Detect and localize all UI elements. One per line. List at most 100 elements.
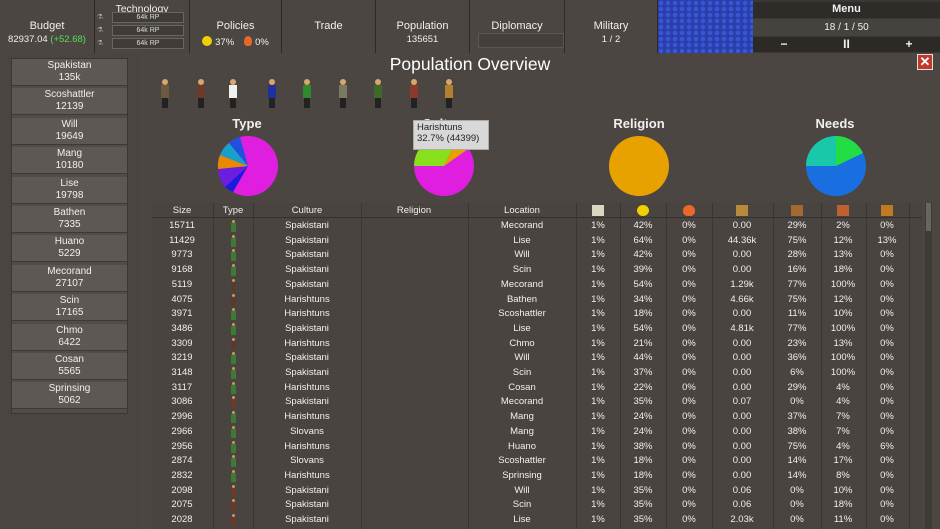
pop-type-figure[interactable] xyxy=(302,79,312,109)
table-row[interactable]: 3309 Harishtuns Chmo 1% 21% 0% 0.00 23% 13% 0% xyxy=(152,337,922,352)
luxury-icon[interactable] xyxy=(881,205,893,216)
sidebar-city-cosan[interactable]: Cosan 5565 xyxy=(12,353,127,380)
scrollbar-thumb[interactable] xyxy=(926,203,931,231)
table-cell: 12% xyxy=(833,293,853,305)
happiness-icon[interactable] xyxy=(637,205,649,216)
top-bar: Budget 82937.04 (+52.68) Technology ⚗ 64k… xyxy=(0,0,940,53)
city-name: Huano xyxy=(54,236,85,248)
sidebar-city-sprinsing[interactable]: Sprinsing 5062 xyxy=(12,382,127,410)
sidebar-city-lise[interactable]: Lise 19798 xyxy=(12,176,127,204)
sidebar-city-bathen[interactable]: Bathen 7335 xyxy=(12,206,127,233)
table-cell: 100% xyxy=(830,352,856,364)
table-row[interactable]: 4075 Harishtuns Bathen 1% 34% 0% 4.66k 75% 12% 0% xyxy=(152,293,922,308)
tech-progress: 64k RP xyxy=(112,38,184,49)
tech-row[interactable]: ⚗ 64k RP xyxy=(95,38,190,49)
table-row[interactable]: 2028 Spakistani Lise 1% 35% 0% 2.03k 0% 11% 0% xyxy=(152,513,922,528)
table-cell: 64% xyxy=(633,234,653,246)
budget-panel[interactable]: Budget 82937.04 (+52.68) xyxy=(0,0,95,53)
column-header-religion[interactable]: Religion xyxy=(396,205,432,216)
column-header-location[interactable]: Location xyxy=(504,205,540,216)
table-row[interactable]: 3971 Harishtuns Scoshattler 1% 18% 0% 0.00 11% 1… xyxy=(152,307,922,322)
table-cell: 37% xyxy=(633,367,653,378)
table-cell: 0% xyxy=(880,322,894,334)
type-pie-chart[interactable] xyxy=(217,135,279,197)
table-scrollbar[interactable] xyxy=(925,203,932,529)
column-header-culture[interactable]: Culture xyxy=(291,205,323,216)
table-row[interactable]: 11429 Spakistani Lise 1% 64% 0% 44.36k 75% 12% 13… xyxy=(152,234,922,249)
unrest-icon[interactable] xyxy=(683,205,695,216)
pop-type-figure[interactable] xyxy=(338,79,348,109)
table-row[interactable]: 9773 Spakistani Will 1% 42% 0% 0.00 28% 13% 0% xyxy=(152,248,922,263)
table-cell: Sprinsing xyxy=(502,469,542,481)
table-row[interactable]: 5119 Spakistani Mecorand 1% 54% 0% 1.29k 77% 100… xyxy=(152,278,922,293)
slower-button[interactable]: − xyxy=(753,37,815,52)
religion-pie-chart[interactable] xyxy=(608,135,670,197)
tech-row[interactable]: ⚗ 64k RP xyxy=(95,25,190,36)
literacy-icon[interactable] xyxy=(592,205,604,216)
minimap[interactable] xyxy=(658,0,753,53)
table-cell: 0% xyxy=(682,249,696,261)
population-panel[interactable]: Population 135651 xyxy=(376,0,470,53)
diplomacy-panel[interactable]: Diplomacy xyxy=(470,0,565,53)
table-cell: Spakistani xyxy=(285,484,329,496)
table-row[interactable]: 3219 Spakistani Will 1% 44% 0% 0.00 36% 100% 0% xyxy=(152,351,922,366)
table-cell: Spakistani xyxy=(285,499,329,511)
sidebar-city-mang[interactable]: Mang 10180 xyxy=(12,147,127,175)
pop-type-figure[interactable] xyxy=(409,79,419,109)
table-row[interactable]: 2098 Spakistani Will 1% 35% 0% 0.06 0% 10% 0% xyxy=(152,484,922,499)
sidebar-city-scin[interactable]: Scin 17165 xyxy=(12,294,127,322)
table-cell: 1% xyxy=(591,469,605,481)
close-button[interactable]: ✕ xyxy=(917,54,933,70)
city-population: 5565 xyxy=(58,366,81,377)
tools-icon[interactable] xyxy=(791,205,803,216)
column-header-size[interactable]: Size xyxy=(172,205,192,216)
table-row[interactable]: 9168 Spakistani Scin 1% 39% 0% 0.00 16% 18% 0% xyxy=(152,263,922,278)
table-row[interactable]: 2075 Spakistani Scin 1% 35% 0% 0.06 0% 18% 0% xyxy=(152,498,922,513)
table-cell: 100% xyxy=(830,278,856,290)
table-row[interactable]: 2996 Harishtuns Mang 1% 24% 0% 0.00 37% 7% 0% xyxy=(152,410,922,425)
technology-panel[interactable]: Technology ⚗ 64k RP ⚗ 64k RP ⚗ 64k RP xyxy=(95,0,190,53)
city-name: Will xyxy=(61,118,78,130)
table-cell: Spakistani xyxy=(285,514,329,525)
table-row[interactable]: 2956 Harishtuns Huano 1% 38% 0% 0.00 75% 4% 6% xyxy=(152,440,922,455)
table-cell: 10% xyxy=(833,484,853,496)
table-row[interactable]: 3486 Spakistani Lise 1% 54% 0% 4.81k 77% 100% 0% xyxy=(152,322,922,337)
table-row[interactable]: 3117 Harishtuns Cosan 1% 22% 0% 0.00 29% 4% 0% xyxy=(152,381,922,396)
type-slice xyxy=(220,143,248,166)
menu-button[interactable]: Menu xyxy=(753,2,940,18)
pop-type-figure[interactable] xyxy=(228,79,238,109)
pop-type-figure[interactable] xyxy=(373,79,383,109)
sidebar-city-scoshattler[interactable]: Scoshattler 12139 xyxy=(12,88,127,116)
pop-type-figure[interactable] xyxy=(444,79,454,109)
table-cell: Spakistani xyxy=(285,278,329,290)
table-row[interactable]: 3086 Spakistani Mecorand 1% 35% 0% 0.07 0% 4% 0% xyxy=(152,395,922,410)
pop-type-figure[interactable] xyxy=(160,79,170,109)
wealth-icon[interactable] xyxy=(736,205,748,216)
policies-panel[interactable]: Policies 37% 0% xyxy=(190,0,282,53)
needs-pie-chart[interactable] xyxy=(805,135,867,197)
sidebar-city-mecorand[interactable]: Mecorand 27107 xyxy=(12,264,127,292)
sidebar-city-will[interactable]: Will 19649 xyxy=(12,117,127,145)
table-row[interactable]: 2832 Harishtuns Sprinsing 1% 18% 0% 0.00 14% 8% 0… xyxy=(152,469,922,484)
budget-label: Budget xyxy=(29,20,65,32)
column-header-type[interactable]: Type xyxy=(222,205,244,216)
trade-panel[interactable]: Trade xyxy=(282,0,376,53)
pause-button[interactable]: II xyxy=(815,37,878,52)
faster-button[interactable]: + xyxy=(878,37,940,52)
table-row[interactable]: 2966 Slovans Mang 1% 24% 0% 0.00 38% 7% 0% xyxy=(152,425,922,440)
sidebar-city-spakistan[interactable]: Spakistan 135k xyxy=(12,59,127,86)
table-cell: 0% xyxy=(682,337,696,349)
column-divider xyxy=(909,203,910,529)
sidebar-city-huano[interactable]: Huano 5229 xyxy=(12,235,127,263)
military-panel[interactable]: Military 1 / 2 xyxy=(565,0,658,53)
pop-type-figure[interactable] xyxy=(196,79,206,109)
tech-row[interactable]: ⚗ 64k RP xyxy=(95,12,190,23)
pop-type-figure[interactable] xyxy=(267,79,277,109)
table-cell: 54% xyxy=(633,278,653,290)
table-row[interactable]: 15711 Spakistani Mecorand 1% 42% 0% 0.00 29% 2% 0… xyxy=(152,219,922,234)
pop-type-icon xyxy=(231,396,236,409)
table-row[interactable]: 3148 Spakistani Scin 1% 37% 0% 0.00 6% 100% 0% xyxy=(152,366,922,381)
sidebar-city-chmo[interactable]: Chmo 6422 xyxy=(12,323,127,351)
table-row[interactable]: 2874 Slovans Scoshattler 1% 18% 0% 0.00 14% 17% 0… xyxy=(152,454,922,469)
weapons-icon[interactable] xyxy=(837,205,849,216)
